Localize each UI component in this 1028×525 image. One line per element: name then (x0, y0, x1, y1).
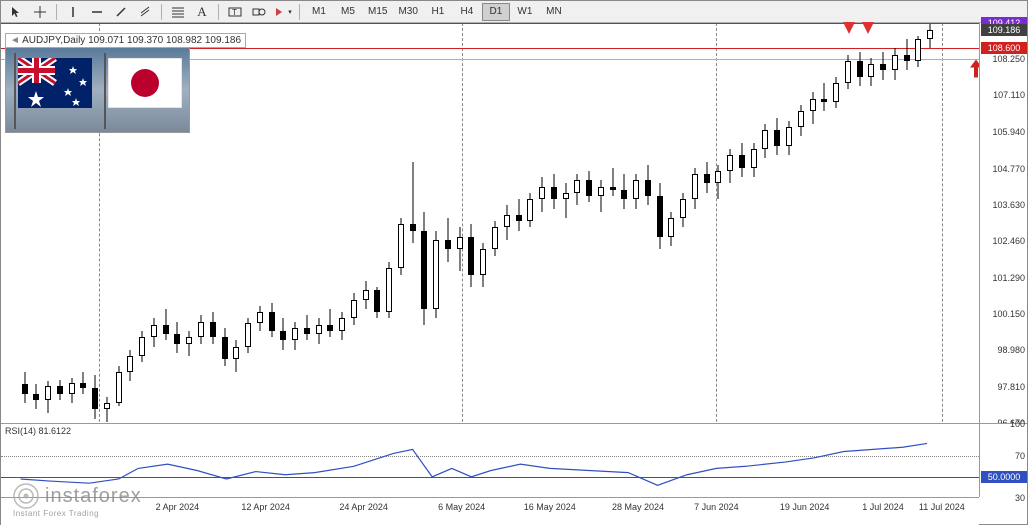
svg-text:T: T (232, 8, 237, 17)
price-tick: 98.980 (997, 345, 1025, 355)
timeframe-w1[interactable]: W1 (511, 3, 539, 21)
timeframe-m15[interactable]: M15 (363, 3, 392, 21)
sell-marker-icon (862, 22, 874, 34)
price-axis: 109.412109.186108.600108.250107.110105.9… (979, 23, 1027, 423)
price-tick: 108.250 (992, 54, 1025, 64)
label-tool[interactable]: T (224, 3, 246, 21)
price-tick: 105.940 (992, 127, 1025, 137)
symbol-ohlc: 109.071 109.370 108.982 109.186 (88, 35, 241, 46)
price-tick: 100.150 (992, 309, 1025, 319)
timeframe-h4[interactable]: H4 (453, 3, 481, 21)
rsi-line (1, 424, 981, 498)
watermark-tag: Instant Forex Trading (13, 509, 142, 518)
rsi-tick: 70 (1015, 451, 1025, 461)
sell-marker-icon (843, 22, 855, 34)
rsi-label: RSI(14) 81.6122 (5, 426, 71, 436)
text-tool[interactable]: A (191, 3, 213, 21)
timeframe-m1[interactable]: M1 (305, 3, 333, 21)
price-tick: 107.110 (993, 90, 1025, 100)
rsi-axis: 307010050.0000 (979, 423, 1027, 497)
rsi-level-label: 50.0000 (981, 471, 1027, 483)
price-tick: 101.290 (992, 273, 1025, 283)
watermark-brand: instaforex (45, 485, 142, 508)
flag-overlay (5, 47, 190, 133)
trendline-tool[interactable] (110, 3, 132, 21)
price-tick: 97.810 (997, 382, 1025, 392)
rsi-panel[interactable]: RSI(14) 81.6122 (1, 423, 979, 497)
timeframe-m5[interactable]: M5 (334, 3, 362, 21)
fibo-tool[interactable] (167, 3, 189, 21)
date-tick: 11 Jul 2024 (919, 502, 965, 512)
hline[interactable] (1, 23, 979, 24)
crosshair-tool[interactable] (29, 3, 51, 21)
symbol-name: AUDJPY,Daily (22, 35, 85, 46)
symbol-label: ◄ AUDJPY,Daily 109.071 109.370 108.982 1… (5, 33, 246, 48)
toolbar: A T ▾ M1M5M15M30H1H4D1W1MN (1, 1, 1027, 23)
chart-area: ◄ AUDJPY,Daily 109.071 109.370 108.982 1… (1, 23, 1027, 524)
channel-tool[interactable] (134, 3, 156, 21)
date-tick: 16 May 2024 (524, 502, 576, 512)
rsi-tick: 100 (1010, 419, 1025, 429)
date-axis: 2 Apr 2024 12 Apr 2024 24 Apr 2024 6 May 20… (1, 497, 979, 525)
vline-tool[interactable] (62, 3, 84, 21)
timeframe-m30[interactable]: M30 (393, 3, 422, 21)
date-tick: 28 May 2024 (612, 502, 664, 512)
date-tick: 1 Jul 2024 (862, 502, 904, 512)
date-tick: 2 Apr 2024 (156, 502, 200, 512)
price-tick: 103.630 (992, 200, 1025, 210)
price-label: 108.600 (981, 42, 1027, 54)
date-tick: 6 May 2024 (438, 502, 485, 512)
date-tick: 19 Jun 2024 (780, 502, 830, 512)
timeframe-h1[interactable]: H1 (424, 3, 452, 21)
price-tick: 104.770 (992, 164, 1025, 174)
price-tick: 102.460 (992, 236, 1025, 246)
timeframe-d1[interactable]: D1 (482, 3, 510, 21)
cursor-tool[interactable] (5, 3, 27, 21)
rsi-tick: 30 (1015, 493, 1025, 503)
shapes-tool[interactable] (248, 3, 270, 21)
watermark: instaforex Instant Forex Trading (13, 483, 142, 518)
hline-tool[interactable] (86, 3, 108, 21)
arrows-tool[interactable]: ▾ (272, 3, 294, 21)
date-tick: 12 Apr 2024 (241, 502, 290, 512)
price-label: 109.186 (981, 24, 1027, 36)
date-tick: 7 Jun 2024 (694, 502, 739, 512)
timeframe-mn[interactable]: MN (540, 3, 568, 21)
date-tick: 24 Apr 2024 (339, 502, 388, 512)
